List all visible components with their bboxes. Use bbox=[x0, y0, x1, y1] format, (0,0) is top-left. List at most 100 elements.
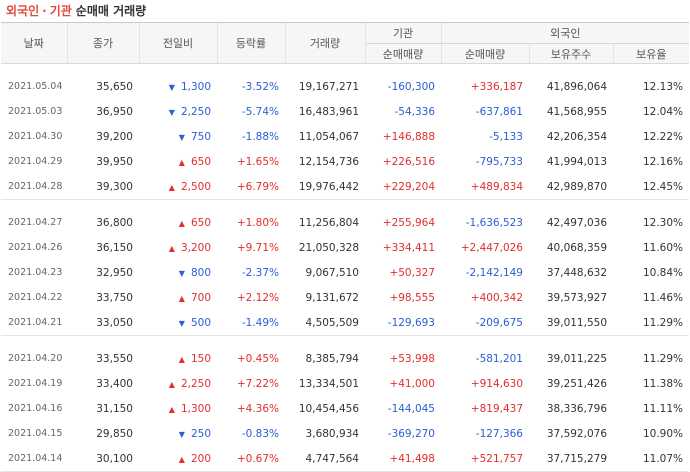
table-row: 2021.04.26 36,150 ▲ 3,200 +9.71% 21,050,328 +3… bbox=[1, 235, 689, 260]
change-value: 200 bbox=[190, 452, 211, 465]
cell-date: 2021.04.22 bbox=[8, 292, 63, 303]
cell-close: 32,950 bbox=[96, 266, 133, 279]
triangle-up-icon: ▲ bbox=[168, 243, 175, 253]
cell-holdings: 39,573,927 bbox=[546, 291, 607, 304]
cell-hold-ratio: 12.13% bbox=[642, 80, 684, 93]
cell-rate: +7.22% bbox=[236, 377, 279, 390]
cell-change: ▲ 2,500 bbox=[139, 174, 217, 200]
cell-volume: 9,067,510 bbox=[305, 266, 359, 279]
change-value: 250 bbox=[190, 427, 211, 440]
cell-date: 2021.04.15 bbox=[8, 428, 63, 439]
triangle-up-icon: ▲ bbox=[168, 182, 175, 192]
triangle-down-icon: ▼ bbox=[178, 132, 185, 142]
cell-hold-ratio: 11.46% bbox=[642, 291, 684, 304]
cell-hold-ratio: 10.90% bbox=[642, 427, 684, 440]
cell-rate: +0.45% bbox=[236, 352, 279, 365]
cell-volume: 11,054,067 bbox=[298, 130, 359, 143]
cell-volume: 3,680,934 bbox=[305, 427, 359, 440]
cell-institution-net: -369,270 bbox=[387, 427, 435, 440]
cell-holdings: 37,592,076 bbox=[546, 427, 607, 440]
cell-hold-ratio: 11.38% bbox=[642, 377, 684, 390]
cell-institution-net: +146,888 bbox=[382, 130, 435, 143]
cell-rate: +0.67% bbox=[217, 446, 285, 472]
cell-institution-net: +229,204 bbox=[365, 174, 441, 200]
cell-close: 39,300 bbox=[67, 174, 139, 200]
cell-holdings: 42,989,870 bbox=[529, 174, 613, 200]
cell-foreign-net: +819,437 bbox=[470, 402, 523, 415]
triangle-up-icon: ▲ bbox=[178, 157, 185, 167]
cell-date: 2021.04.27 bbox=[8, 217, 63, 228]
cell-hold-ratio: 11.60% bbox=[642, 241, 684, 254]
cell-date: 2021.04.23 bbox=[8, 267, 63, 278]
change-value: 1,300 bbox=[180, 402, 211, 415]
cell-close: 39,200 bbox=[96, 130, 133, 143]
group-spacer-cell bbox=[1, 336, 689, 347]
cell-holdings: 37,715,279 bbox=[529, 446, 613, 472]
header-hold-ratio: 보유율 bbox=[612, 43, 690, 64]
change-value: 150 bbox=[190, 352, 211, 365]
triangle-up-icon: ▲ bbox=[168, 379, 175, 389]
cell-institution-net: +50,327 bbox=[389, 266, 435, 279]
cell-foreign-net: -5,133 bbox=[489, 130, 523, 143]
table-row: 2021.04.20 33,550 ▲ 150 +0.45% 8,385,794 +53,9… bbox=[1, 346, 689, 371]
cell-hold-ratio: 12.04% bbox=[642, 105, 684, 118]
cell-institution-net: +334,411 bbox=[382, 241, 435, 254]
triangle-up-icon: ▲ bbox=[178, 354, 185, 364]
cell-date: 2021.04.29 bbox=[8, 156, 63, 167]
change-value: 750 bbox=[190, 130, 211, 143]
cell-date: 2021.04.21 bbox=[1, 310, 67, 336]
cell-institution-net: +226,516 bbox=[382, 155, 435, 168]
header-date: 날짜 bbox=[1, 22, 67, 64]
cell-holdings: 41,994,013 bbox=[546, 155, 607, 168]
cell-close: 36,800 bbox=[96, 216, 133, 229]
triangle-down-icon: ▼ bbox=[178, 429, 185, 439]
group-spacer bbox=[1, 200, 689, 211]
cell-volume: 12,154,736 bbox=[298, 155, 359, 168]
cell-rate: +6.79% bbox=[217, 174, 285, 200]
cell-foreign-net: +400,342 bbox=[470, 291, 523, 304]
cell-foreign-net: +521,757 bbox=[441, 446, 529, 472]
cell-hold-ratio: 12.45% bbox=[613, 174, 690, 200]
trading-table: 날짜 종가 전일비 등락률 거래량 기관 외국인 순매매량 순매매량 보유주수 … bbox=[1, 22, 690, 472]
cell-change: ▲ 3,200 bbox=[139, 235, 217, 260]
cell-institution-net: -129,693 bbox=[365, 310, 441, 336]
group-spacer bbox=[1, 64, 689, 75]
group-spacer-cell bbox=[1, 200, 689, 211]
cell-hold-ratio: 11.29% bbox=[613, 310, 690, 336]
cell-date: 2021.04.16 bbox=[8, 403, 63, 414]
cell-institution-net: +41,498 bbox=[365, 446, 441, 472]
cell-volume: 16,483,961 bbox=[298, 105, 359, 118]
cell-foreign-net: -1,636,523 bbox=[465, 216, 523, 229]
cell-foreign-net: -209,675 bbox=[441, 310, 529, 336]
header-volume: 거래량 bbox=[284, 22, 365, 64]
cell-holdings: 38,336,796 bbox=[546, 402, 607, 415]
cell-foreign-net: -581,201 bbox=[475, 352, 523, 365]
cell-change: ▼ 750 bbox=[139, 124, 217, 149]
cell-hold-ratio: 12.16% bbox=[642, 155, 684, 168]
triangle-up-icon: ▲ bbox=[178, 293, 185, 303]
cell-rate: +1.80% bbox=[236, 216, 279, 229]
triangle-down-icon: ▼ bbox=[168, 82, 175, 92]
cell-change: ▲ 700 bbox=[139, 285, 217, 310]
cell-change: ▼ 2,250 bbox=[139, 99, 217, 124]
table-row: 2021.04.22 33,750 ▲ 700 +2.12% 9,131,672 +98,5… bbox=[1, 285, 689, 310]
cell-rate: -1.49% bbox=[217, 310, 285, 336]
cell-date: 2021.05.03 bbox=[8, 106, 63, 117]
cell-foreign-net: -127,366 bbox=[475, 427, 523, 440]
cell-institution-net: +255,964 bbox=[382, 216, 435, 229]
cell-close: 36,150 bbox=[96, 241, 133, 254]
triangle-down-icon: ▼ bbox=[168, 107, 175, 117]
change-value: 650 bbox=[190, 155, 211, 168]
header-institution-net: 순매매량 bbox=[364, 43, 441, 64]
cell-close: 31,150 bbox=[96, 402, 133, 415]
triangle-down-icon: ▼ bbox=[178, 318, 185, 328]
title-sub: 순매매 거래량 bbox=[75, 4, 147, 18]
header-holdings: 보유주수 bbox=[528, 43, 613, 64]
cell-hold-ratio: 12.30% bbox=[642, 216, 684, 229]
cell-volume: 8,385,794 bbox=[305, 352, 359, 365]
cell-volume: 13,334,501 bbox=[298, 377, 359, 390]
cell-change: ▼ 1,300 bbox=[139, 74, 217, 99]
change-value: 500 bbox=[190, 316, 211, 329]
cell-volume: 4,505,509 bbox=[285, 310, 365, 336]
table-row: 2021.04.29 39,950 ▲ 650 +1.65% 12,154,736 +226… bbox=[1, 149, 689, 174]
